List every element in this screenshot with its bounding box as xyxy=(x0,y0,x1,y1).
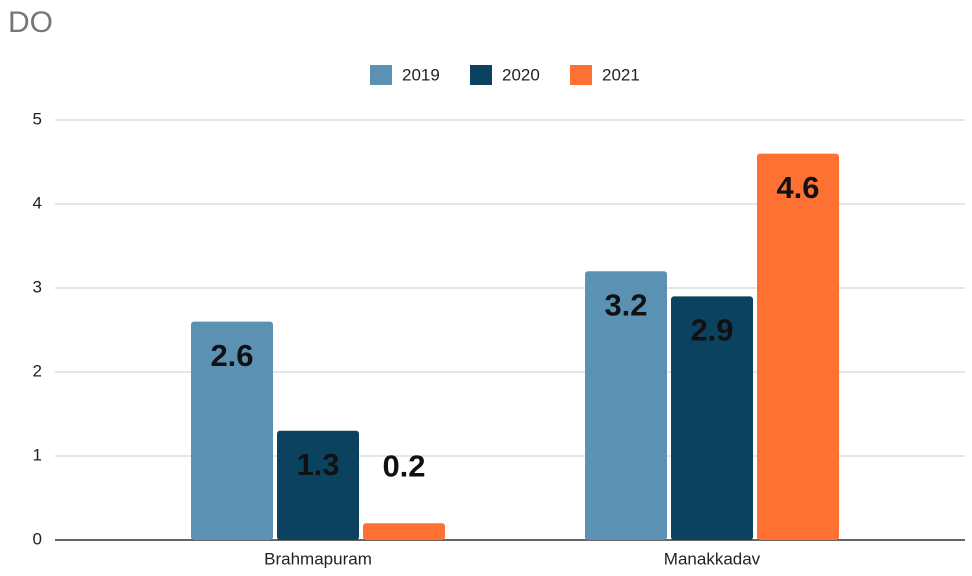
bar xyxy=(671,296,753,540)
bar xyxy=(191,321,273,540)
y-tick-label: 0 xyxy=(33,529,42,548)
legend-label: 2020 xyxy=(502,65,540,84)
y-tick-label: 3 xyxy=(33,277,42,296)
bar xyxy=(363,523,445,540)
data-label: 2.9 xyxy=(690,313,733,348)
y-tick-label: 5 xyxy=(33,109,42,128)
bar xyxy=(757,153,839,540)
legend-swatch xyxy=(570,65,592,85)
y-tick-label: 1 xyxy=(33,445,42,464)
legend-swatch xyxy=(370,65,392,85)
data-label: 2.6 xyxy=(210,338,253,373)
data-label: 3.2 xyxy=(604,287,647,322)
legend-label: 2019 xyxy=(402,65,440,84)
legend-label: 2021 xyxy=(602,65,640,84)
bar xyxy=(585,271,667,540)
data-label: 0.2 xyxy=(382,448,425,483)
y-tick-label: 4 xyxy=(33,193,42,212)
x-tick-label: Brahmapuram xyxy=(264,549,372,568)
y-tick-label: 2 xyxy=(33,361,42,380)
x-tick-label: Manakkadav xyxy=(664,549,761,568)
bar xyxy=(277,430,359,540)
data-label: 4.6 xyxy=(776,170,819,205)
chart-title: DO xyxy=(8,6,53,39)
data-label: 1.3 xyxy=(296,447,339,482)
legend-swatch xyxy=(470,65,492,85)
